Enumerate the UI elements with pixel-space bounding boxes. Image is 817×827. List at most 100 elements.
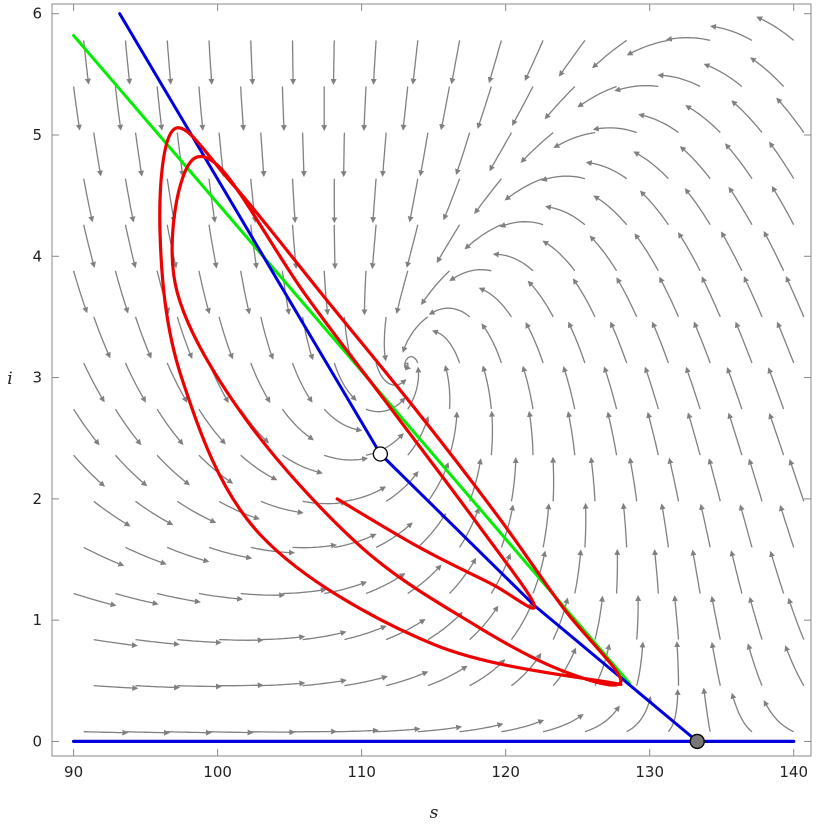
stream-arrow (135, 500, 174, 526)
stream-arrow (527, 410, 534, 456)
stream-arrow (156, 454, 190, 486)
stream-arrow (125, 729, 170, 736)
stream-arrow (603, 366, 618, 410)
stream-arrow (678, 232, 701, 272)
stream-arrow (577, 85, 617, 108)
stream-arrow (344, 674, 388, 687)
stream-arrow (83, 178, 95, 223)
stream-arrow (177, 638, 222, 646)
stream-arrow (487, 40, 503, 84)
stream-arrow (776, 321, 795, 364)
stream-arrow (459, 507, 480, 548)
stream-arrow (768, 141, 795, 180)
stream-arrow (674, 641, 681, 686)
stream-arrow (93, 685, 139, 691)
stream-arrow (134, 132, 144, 177)
stream-arrow (114, 86, 124, 131)
stream-arrow (114, 408, 142, 446)
stream-arrow (589, 235, 618, 272)
stream-arrow (701, 276, 721, 318)
stream-arrow (418, 132, 429, 177)
stream-arrow (302, 630, 347, 641)
stream-arrow (667, 457, 680, 502)
stream-arrow (385, 670, 429, 687)
stream-arrow (176, 132, 185, 177)
stream-arrow (699, 503, 711, 548)
stream-arrow (750, 57, 785, 87)
stream-arrow (510, 457, 519, 502)
stream-arrow (567, 321, 586, 364)
stream-arrow (124, 40, 133, 85)
stream-arrow (614, 85, 659, 93)
stream-arrow (542, 713, 584, 733)
stream-arrow (361, 270, 368, 316)
stream-arrow (219, 682, 264, 689)
stream-arrow (476, 86, 492, 129)
stream-arrow (707, 458, 721, 502)
stream-arrow (250, 546, 295, 556)
stream-arrow (405, 224, 419, 268)
stream-arrow (566, 411, 576, 456)
stream-arrow (492, 251, 534, 272)
equilibrium-filled-point (689, 733, 705, 750)
stream-arrow (521, 365, 534, 410)
stream-arrow (481, 365, 492, 410)
x-tick-label: 130 (635, 763, 664, 781)
stream-arrow (260, 634, 306, 641)
stream-arrow (124, 224, 137, 269)
stream-arrow (410, 40, 419, 85)
stream-arrow (83, 546, 125, 567)
stream-arrow (333, 362, 357, 402)
stream-arrow (652, 549, 659, 594)
stream-arrow (541, 175, 586, 182)
stream-arrow (591, 39, 628, 69)
curves (72, 12, 796, 743)
stream-arrow (401, 316, 429, 353)
stream-arrow (616, 277, 638, 318)
stream-arrow (520, 132, 554, 163)
stream-arrow (787, 597, 805, 640)
stream-arrow (469, 659, 506, 687)
stream-arrow (633, 151, 669, 180)
stream-arrow (365, 397, 406, 413)
stream-arrow (544, 86, 576, 120)
stream-arrow (474, 178, 502, 214)
stream-arrow (166, 546, 210, 564)
stream-arrow (156, 86, 165, 131)
stream-arrow (672, 595, 680, 640)
stream-arrow (208, 546, 253, 561)
stream-arrow (344, 625, 387, 641)
x-tick-label: 100 (203, 763, 232, 781)
stream-arrow (703, 63, 743, 88)
stream-arrow (558, 40, 586, 77)
stream-arrow (449, 40, 461, 85)
stream-arrow (156, 592, 201, 605)
stream-arrow (767, 367, 785, 410)
stream-arrow (323, 454, 369, 463)
stream-arrow (636, 641, 646, 686)
stream-arrow (208, 178, 218, 223)
stream-arrow (375, 362, 407, 386)
y-tick-label: 1 (32, 611, 42, 629)
stream-arrow (609, 321, 628, 364)
stream-arrow (72, 270, 88, 314)
stream-arrow (240, 86, 247, 131)
stream-arrow (729, 550, 743, 594)
y-tick-label: 5 (32, 126, 42, 144)
stream-arrow (721, 231, 743, 272)
stream-arrow (771, 185, 795, 226)
stream-arrow (427, 461, 450, 502)
stream-arrow (544, 204, 586, 226)
x-tick-label: 110 (347, 763, 376, 781)
stream-arrow (167, 729, 212, 736)
x-tick-label: 120 (491, 763, 520, 781)
stream-arrow (300, 132, 307, 178)
stream-arrow (638, 112, 679, 134)
stream-arrow (365, 573, 406, 595)
stream-arrow (291, 362, 313, 403)
stream-arrow (710, 24, 753, 41)
stream-arrow (511, 652, 542, 687)
stream-arrow (542, 503, 552, 548)
stream-arrow (176, 500, 217, 524)
x-tick-label: 140 (779, 763, 808, 781)
